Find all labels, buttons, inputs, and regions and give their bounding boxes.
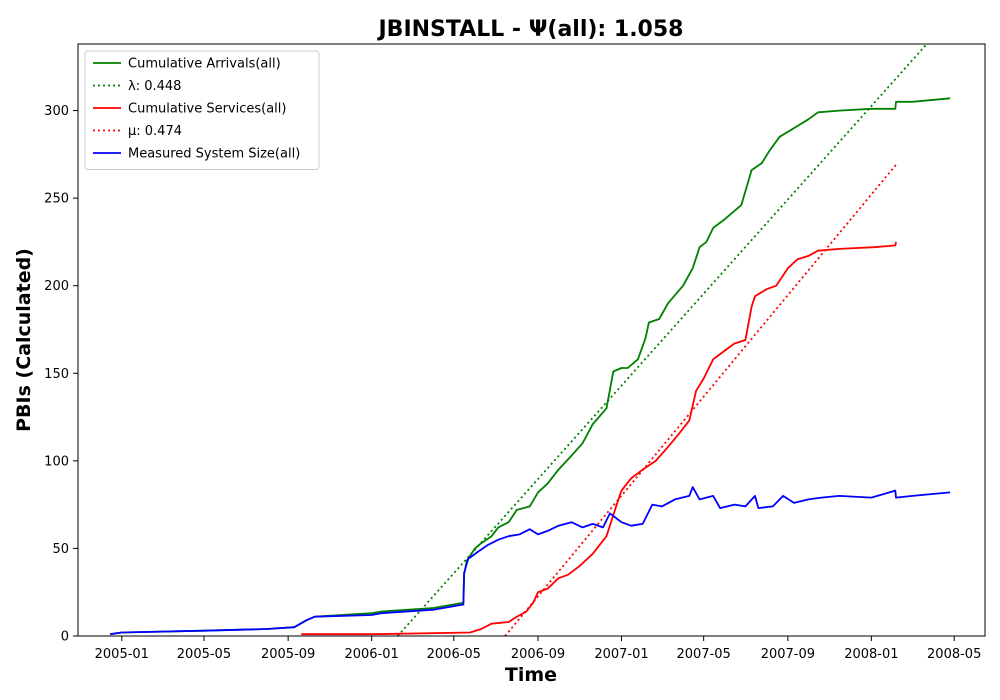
legend-label: Measured System Size(all): [128, 147, 300, 162]
series-line-4: [110, 486, 951, 636]
x-tick-label: 2005-09: [261, 647, 315, 662]
x-tick-label: 2007-09: [761, 647, 815, 662]
x-tick-label: 2006-05: [427, 647, 481, 662]
x-tick-label: 2008-01: [844, 647, 898, 662]
legend: Cumulative Arrivals(all) λ: 0.448 Cumulati…: [84, 50, 320, 170]
y-tick-label: 300: [44, 104, 69, 119]
series-line-1: [397, 44, 928, 636]
y-tick-label: 150: [44, 367, 69, 382]
y-axis: 0 50 100 150 200 250 300: [44, 104, 78, 645]
y-axis-label: PBIs (Calculated): [13, 248, 35, 432]
y-tick-label: 100: [44, 454, 69, 469]
chart-title: JBINSTALL - Ψ(all): 1.058: [377, 17, 684, 42]
y-tick-label: 50: [52, 542, 69, 557]
plot-frame: [77, 43, 986, 637]
plot-lines: [110, 44, 951, 636]
legend-label: Cumulative Arrivals(all): [128, 57, 281, 72]
x-tick-label: 2005-05: [177, 647, 231, 662]
x-tick-label: 2006-01: [344, 647, 398, 662]
series-line-0: [110, 97, 951, 636]
legend-label: λ: 0.448: [128, 79, 181, 94]
legend-label: Cumulative Services(all): [128, 102, 286, 117]
x-tick-label: 2006-09: [511, 647, 565, 662]
y-tick-label: 250: [44, 192, 69, 207]
legend-box: [84, 50, 320, 170]
x-tick-label: 2007-01: [594, 647, 648, 662]
x-tick-label: 2005-01: [95, 647, 149, 662]
y-tick-label: 0: [61, 630, 69, 645]
x-tick-label: 2007-05: [676, 647, 730, 662]
x-axis-label: Time: [505, 664, 557, 686]
y-tick-label: 200: [44, 279, 69, 294]
legend-label: μ: 0.474: [128, 124, 182, 139]
x-tick-label: 2008-05: [927, 647, 981, 662]
x-axis: 2005-01 2005-05 2005-09 2006-01 2006-05 2006-…: [95, 636, 981, 662]
